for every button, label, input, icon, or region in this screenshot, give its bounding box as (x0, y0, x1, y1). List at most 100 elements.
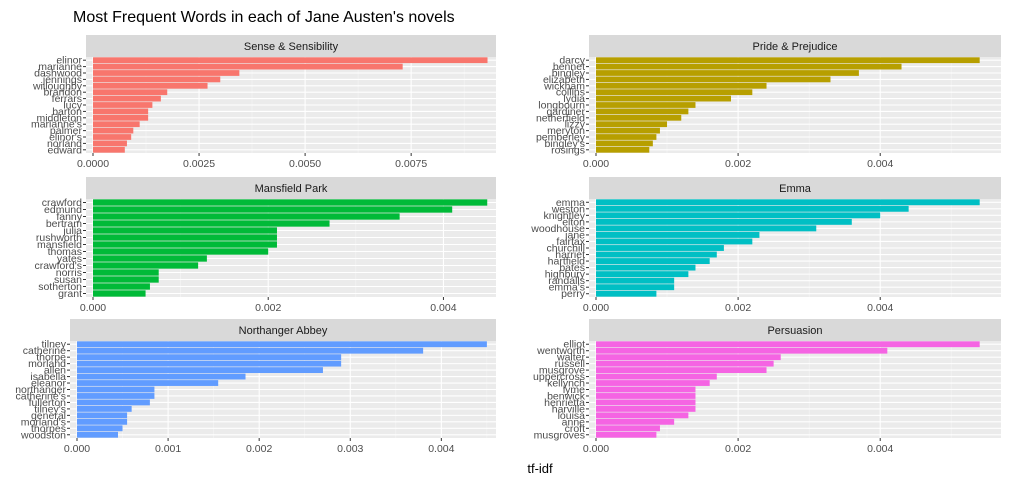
y-tick-label: elizabeth (543, 74, 585, 86)
bar (77, 354, 342, 361)
bar (93, 82, 208, 89)
y-tick-label: tilney's (34, 403, 66, 415)
bar (596, 347, 888, 354)
bar (596, 290, 657, 297)
y-tick-label: jennings (42, 74, 82, 86)
bar (596, 258, 710, 265)
y-tick-label: bertram (46, 218, 82, 230)
bar (596, 140, 653, 147)
bar (596, 251, 717, 258)
y-tick-label: walter (556, 352, 586, 364)
bar (596, 380, 710, 386)
bar (596, 95, 731, 102)
y-tick-label: barton (52, 106, 82, 118)
bar (596, 127, 660, 134)
bar (596, 354, 781, 361)
y-tick-label: middleton (36, 112, 82, 124)
bar (77, 412, 128, 419)
bar (596, 277, 675, 284)
y-tick-label: bennet (553, 61, 585, 73)
bar (77, 367, 323, 374)
y-tick-label: thorpe (36, 352, 66, 364)
bar (596, 271, 689, 278)
y-tick-label: grant (58, 288, 82, 300)
y-tick-label: catherine (23, 345, 66, 357)
bar (93, 121, 140, 128)
x-tick-label: 0.002 (725, 158, 751, 170)
y-tick-label: elinor (56, 55, 82, 67)
bar (77, 347, 424, 354)
bar (596, 205, 909, 212)
bar (77, 360, 342, 367)
bar (93, 134, 132, 140)
bar (596, 146, 650, 153)
x-tick-label: 0.004 (867, 158, 893, 170)
bar (93, 76, 221, 83)
y-tick-label: edmund (44, 204, 82, 216)
bar (93, 140, 127, 147)
bar (596, 121, 668, 128)
bar (596, 102, 696, 108)
y-tick-label: tilney (41, 339, 66, 351)
bar (596, 418, 675, 425)
facet-strip (589, 177, 1001, 199)
bar (596, 373, 717, 380)
bar (77, 373, 246, 380)
y-tick-label: harriet (555, 249, 585, 261)
x-tick-label: 0.000 (583, 158, 609, 170)
y-tick-label: isabella (30, 371, 66, 383)
y-tick-label: norris (56, 267, 82, 279)
bar (93, 290, 146, 297)
bar (93, 89, 168, 96)
facet-panel: Mansfield Park 0.000 0.002 0.004 crawfordedm… (34, 177, 496, 314)
x-tick-label: 0.004 (428, 443, 454, 455)
x-tick-label: 0.0075 (395, 158, 427, 170)
y-tick-label: eleanor (31, 378, 67, 390)
bar (93, 213, 400, 220)
y-tick-label: edward (48, 144, 83, 156)
facet-strip (70, 319, 496, 341)
y-tick-label: general (31, 410, 66, 422)
bar (77, 380, 219, 386)
y-tick-label: catherine's (16, 390, 66, 402)
bar (93, 127, 134, 134)
bar (596, 57, 980, 64)
x-tick-label: 0.002 (246, 443, 272, 455)
x-axis-label: tf-idf (527, 461, 553, 476)
bar (93, 206, 453, 213)
y-tick-label: mansfield (37, 239, 82, 251)
y-tick-label: woodhouse (530, 223, 585, 235)
bar (596, 76, 831, 83)
y-tick-label: elton (562, 216, 585, 228)
bar (596, 218, 852, 225)
bar (77, 386, 155, 393)
bar (93, 57, 488, 64)
y-tick-label: louisa (558, 410, 586, 422)
bar (93, 114, 149, 121)
y-tick-label: rushworth (36, 232, 82, 244)
y-tick-label: benwick (547, 390, 586, 402)
x-tick-label: 0.004 (867, 443, 893, 455)
x-tick-label: 0.004 (430, 302, 456, 314)
facet-strip-label: Mansfield Park (255, 183, 328, 195)
bar (77, 418, 128, 425)
y-tick-label: darcy (559, 55, 585, 67)
bar (93, 255, 207, 262)
y-tick-label: croft (565, 423, 586, 435)
bar (596, 367, 767, 374)
bar (596, 360, 774, 367)
y-tick-label: henrietta (544, 397, 585, 409)
y-tick-label: wentworth (536, 345, 585, 357)
y-tick-label: bates (559, 262, 585, 274)
x-tick-label: 0.001 (155, 443, 181, 455)
facet-strip-label: Emma (779, 183, 812, 195)
bar (596, 431, 657, 438)
y-tick-label: elliot (563, 339, 585, 351)
y-tick-label: perry (561, 288, 586, 300)
y-tick-label: fanny (56, 211, 82, 223)
bar (93, 241, 277, 248)
y-tick-label: crawford (42, 197, 82, 209)
bar (596, 386, 696, 393)
y-tick-label: yates (57, 253, 82, 265)
bar (596, 405, 696, 412)
